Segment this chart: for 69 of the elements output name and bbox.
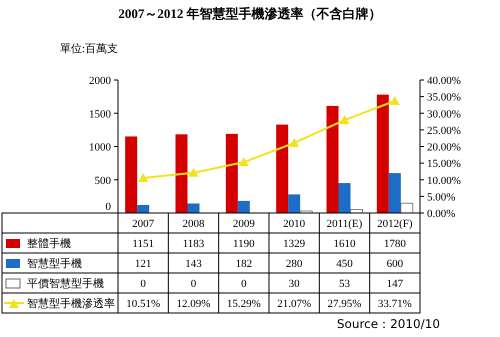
point: [138, 173, 148, 182]
data-label: 15.29%: [226, 298, 261, 310]
legend-label: 平價智慧型手機: [27, 277, 104, 290]
bar: [388, 173, 401, 213]
x-tick-label: 2010: [283, 218, 306, 230]
y2-tick-label: 5.00%: [427, 191, 456, 204]
data-label: 1610: [334, 238, 356, 250]
y-tick-label: 2000: [89, 75, 112, 87]
data-label: 0: [140, 278, 146, 290]
y-tick-label: 0: [106, 201, 112, 213]
bar: [338, 183, 350, 213]
y-tick-label: 1500: [89, 108, 112, 120]
data-label: 182: [236, 258, 252, 270]
bar: [276, 124, 288, 213]
data-label: 450: [336, 258, 354, 270]
data-label: 21.07%: [277, 298, 312, 310]
bar: [188, 203, 200, 213]
bar: [137, 204, 150, 213]
source-note: Source：2010/10: [336, 317, 440, 331]
point: [188, 168, 198, 177]
data-label: 600: [386, 258, 404, 270]
legend-label: 智慧型手機滲透率: [27, 297, 115, 310]
data-label: 1151: [132, 238, 154, 250]
x-tick-label: 2012(F): [377, 218, 413, 230]
bar: [226, 134, 238, 213]
point: [390, 96, 400, 105]
legend-label: 智慧型手機: [27, 257, 82, 270]
bar: [288, 194, 300, 213]
y-axis-title: 單位:百萬支: [60, 42, 118, 55]
data-label: 33.71%: [378, 298, 412, 310]
x-tick-label: 2007: [132, 218, 155, 230]
y-tick-label: 500: [94, 174, 112, 187]
y2-tick-label: 10.00%: [427, 174, 461, 187]
x-tick-label: 2008: [182, 218, 205, 230]
data-label: 147: [386, 278, 404, 290]
data-label: 30: [288, 278, 300, 290]
bar: [326, 106, 338, 213]
y2-tick-label: 20.00%: [427, 142, 461, 154]
point: [340, 115, 350, 124]
bar: [376, 94, 389, 213]
x-tick-label: 2009: [232, 218, 256, 230]
data-label: 27.95%: [328, 298, 362, 310]
data-label: 1780: [384, 238, 406, 250]
data-label: 0: [241, 278, 248, 290]
data-label: 53: [339, 278, 350, 290]
y2-tick-label: 15.00%: [427, 158, 461, 170]
bar: [176, 134, 188, 213]
point: [289, 138, 300, 147]
y2-tick-label: 25.00%: [427, 124, 461, 137]
chart-title: 2007～2012 年智慧型手機滲透率（不含白牌）: [118, 6, 382, 21]
data-label: 0: [190, 278, 197, 290]
data-label: 1190: [233, 238, 256, 250]
bar: [125, 136, 138, 213]
point: [238, 157, 249, 166]
y2-tick-label: 35.00%: [427, 92, 461, 104]
x-tick-label: 2011(E): [326, 218, 363, 230]
legend-label: 整體手機: [27, 237, 71, 250]
y-tick-label: 1000: [89, 142, 112, 154]
data-label: 121: [134, 258, 152, 270]
y2-tick-label: 40.00%: [427, 75, 461, 87]
data-label: 10.51%: [126, 298, 160, 310]
y2-tick-label: 30.00%: [427, 108, 461, 120]
y2-tick-label: 0.00%: [427, 208, 456, 220]
data-label: 12.09%: [176, 298, 210, 310]
data-label: 143: [185, 258, 202, 270]
data-label: 1329: [283, 238, 306, 250]
bar: [238, 200, 250, 213]
data-label: 280: [286, 258, 303, 270]
data-label: 1183: [182, 238, 205, 250]
